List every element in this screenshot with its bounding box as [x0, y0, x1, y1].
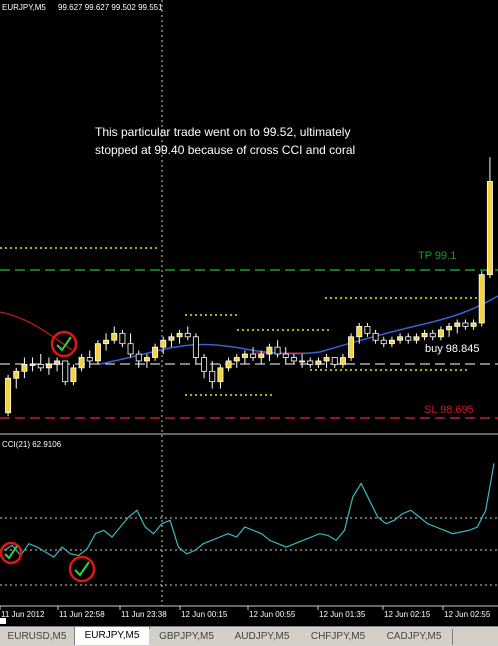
candle-body — [62, 360, 69, 383]
candle-body — [29, 364, 36, 366]
candle-body — [54, 360, 61, 365]
annotation-line-1: This particular trade went on to 99.52, … — [95, 125, 350, 139]
candle-body — [127, 343, 134, 355]
candle-body — [217, 367, 224, 383]
candle-body — [331, 357, 338, 365]
time-axis-label: 12 Jun 02:55 — [444, 610, 491, 619]
candle-body — [5, 377, 12, 414]
candle-body — [364, 326, 371, 334]
candle-body — [413, 336, 420, 341]
time-axis-label: 11 Jun 23:38 — [121, 610, 167, 619]
candle-body — [250, 353, 257, 358]
candle-body — [290, 357, 297, 362]
price-chart[interactable]: EURJPY,M5 99.627 99.627 99.502 99.551 Th… — [0, 0, 498, 626]
candle-body — [478, 274, 485, 324]
candle-body — [168, 336, 175, 341]
candle-body — [372, 332, 379, 341]
time-axis-label: 11 Jun 2012 — [1, 610, 45, 619]
candle-body — [486, 181, 493, 276]
moving-average-line — [99, 295, 498, 365]
candle-body — [405, 336, 412, 341]
candle-body — [209, 370, 216, 383]
candle-body — [397, 336, 404, 341]
candle-body — [143, 357, 150, 362]
candle-body — [78, 357, 85, 369]
candle-body — [380, 339, 387, 345]
candle-body — [103, 339, 110, 345]
candle-body — [446, 326, 453, 331]
chart-ohlc: 99.627 99.627 99.502 99.551 — [58, 3, 163, 12]
annotation-line-2: stopped at 99.40 because of cross CCI an… — [95, 143, 355, 157]
candle-body — [135, 353, 142, 362]
tab-cadjpy[interactable]: CADJPY,M5 — [376, 629, 453, 645]
tab-chfjpy[interactable]: CHFJPY,M5 — [300, 629, 377, 645]
candles — [5, 157, 493, 417]
time-axis-label: 12 Jun 01:35 — [319, 610, 366, 619]
candle-body — [176, 332, 183, 338]
candle-body — [152, 346, 159, 358]
tab-gbpjpy[interactable]: GBPJPY,M5 — [149, 629, 225, 645]
time-axis-label: 12 Jun 00:15 — [181, 610, 228, 619]
candle-body — [111, 332, 118, 341]
candle-body — [437, 329, 444, 338]
candle-body — [37, 364, 44, 369]
symbol-tab-bar: EURUSD,M5 EURJPY,M5 GBPJPY,M5 AUDJPY,M5 … — [0, 626, 498, 646]
candle-body — [21, 364, 28, 372]
cci-level-lines — [0, 517, 498, 586]
tab-eurusd[interactable]: EURUSD,M5 — [0, 629, 75, 645]
candle-body — [307, 360, 314, 365]
candle-body — [299, 360, 306, 363]
candle-body — [421, 332, 428, 338]
cci-line — [3, 463, 495, 558]
check-circle-icon — [50, 330, 78, 358]
dotted-levels — [0, 247, 480, 396]
candle-body — [241, 353, 248, 358]
candle-body — [454, 322, 461, 327]
sl-label: SL 98.695 — [424, 404, 474, 416]
tab-eurjpy[interactable]: EURJPY,M5 — [74, 627, 150, 645]
cci-label: CCI(21) 62.9106 — [2, 440, 62, 449]
candle-body — [315, 360, 322, 365]
check-circle-icon — [0, 541, 23, 565]
candle-body — [339, 357, 346, 365]
chart-symbol: EURJPY,M5 — [2, 3, 46, 12]
candle-body — [201, 357, 208, 372]
candle-body — [192, 336, 199, 358]
candle-body — [470, 322, 477, 327]
check-circle-icon — [68, 555, 96, 583]
candle-body — [258, 353, 265, 358]
candle-body — [388, 339, 395, 345]
time-axis-label: 12 Jun 02:15 — [384, 610, 431, 619]
tab-audjpy[interactable]: AUDJPY,M5 — [224, 629, 301, 645]
candle-body — [225, 360, 232, 369]
candle-body — [13, 370, 20, 379]
candle-body — [323, 357, 330, 362]
time-axis: 11 Jun 2012 11 Jun 22:58 11 Jun 23:38 12 Ju… — [0, 606, 491, 619]
candle-body — [348, 336, 355, 358]
candle-body — [94, 343, 101, 362]
candle-body — [274, 346, 281, 355]
candle-body — [45, 364, 52, 369]
candle-body — [160, 339, 167, 348]
candle-body — [184, 332, 191, 338]
tp-label: TP 99.1 — [418, 250, 456, 262]
candle-body — [266, 346, 273, 355]
candle-body — [462, 322, 469, 327]
scroll-marker — [0, 618, 6, 624]
candle-body — [70, 367, 77, 383]
candle-body — [282, 353, 289, 358]
candle-body — [233, 357, 240, 362]
candle-body — [119, 332, 126, 345]
candle-body — [356, 326, 363, 338]
time-axis-label: 12 Jun 00:55 — [249, 610, 296, 619]
time-axis-label: 11 Jun 22:58 — [59, 610, 105, 619]
candle-body — [429, 332, 436, 338]
buy-label: buy 98.845 — [425, 343, 479, 355]
candle-body — [86, 357, 93, 362]
